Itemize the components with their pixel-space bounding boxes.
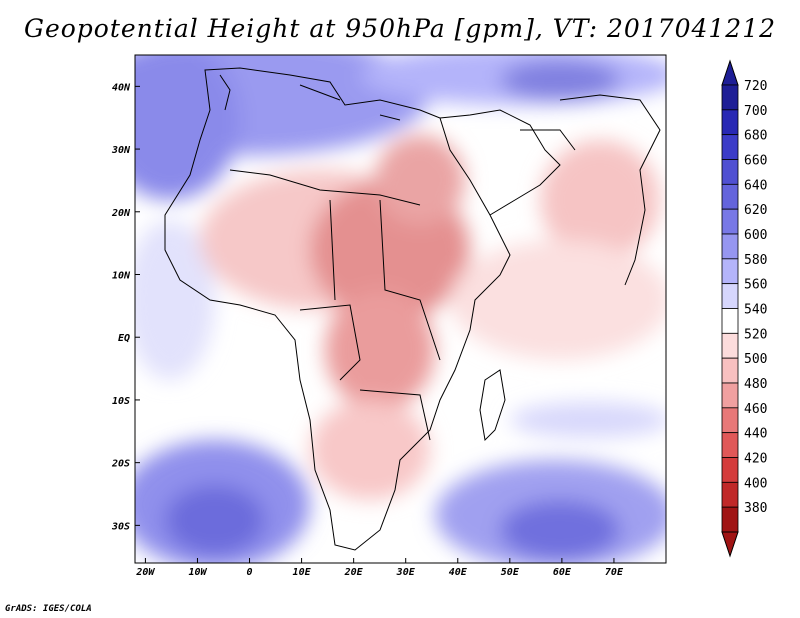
latitude-axis: 40N 30N 20N 10N EQ 10S 20S 30S (111, 82, 140, 532)
lon-tick-label: 20E (344, 567, 364, 578)
map-frame (134, 54, 667, 564)
lon-tick-label: 70E (605, 567, 624, 578)
colorbar-level-label: 640 (744, 178, 767, 193)
colorbar-swatch (721, 258, 739, 285)
colorbar-swatch (721, 332, 739, 359)
colorbar-level-label: 500 (744, 352, 767, 367)
colorbar-swatch (721, 283, 739, 309)
colorbar-top-arrow (721, 59, 739, 86)
lon-tick-label: 20W (135, 567, 155, 578)
lat-tick-label: 30S (111, 521, 130, 532)
lon-tick-label: 40E (449, 567, 468, 578)
lat-tick-label: 30N (111, 145, 131, 156)
lat-tick-label: 10S (112, 396, 130, 407)
colorbar-swatch (721, 506, 739, 533)
height-field (135, 55, 666, 563)
lon-tick-label: 0 (247, 567, 253, 578)
colorbar-swatch (721, 208, 739, 235)
colorbar-swatch (721, 481, 739, 508)
colorbar-level-label: 700 (744, 104, 767, 119)
colorbar-swatch (721, 134, 739, 160)
colorbar-swatch (721, 109, 739, 136)
colorbar-level-label: 440 (744, 427, 767, 442)
colorbar-swatch (721, 308, 739, 334)
colorbar-level-label: 380 (744, 501, 767, 516)
colorbar-swatch (721, 183, 739, 210)
longitude-axis: 20W 10W 0 10E 20E 30E 40E 50E 60E 70E (135, 558, 624, 578)
lon-tick-label: 60E (553, 567, 572, 578)
colorbar-level-label: 620 (744, 203, 767, 218)
coastlines (164, 67, 661, 551)
colorbar-swatch (721, 84, 739, 111)
colorbar-level-label: 680 (744, 129, 767, 144)
map-title: Geopotential Height at 950hPa [gpm], VT:… (23, 14, 777, 43)
colorbar-level-label: 580 (744, 253, 767, 268)
colorbar-level-label: 660 (744, 154, 767, 169)
colorbar-swatch (721, 159, 739, 185)
colorbar-level-label: 420 (744, 452, 767, 467)
colorbar-swatch (721, 432, 739, 458)
colorbar-level-label: 460 (744, 402, 767, 417)
lat-tick-label: 40N (112, 82, 131, 93)
colorbar-swatch (721, 407, 739, 434)
lon-tick-label: 10W (188, 567, 207, 578)
colorbar-bottom-arrow (721, 531, 739, 558)
lon-tick-label: 30E (396, 567, 416, 578)
lon-tick-label: 50E (501, 567, 520, 578)
colorbar-swatch (721, 457, 739, 483)
colorbar-level-label: 480 (744, 377, 767, 392)
colorbar-level-label: 720 (744, 79, 767, 94)
lon-tick-label: 10E (293, 567, 312, 578)
colorbar-swatch (721, 233, 739, 260)
colorbar-level-label: 600 (744, 228, 767, 243)
grads-credit: GrADS: IGES/COLA (5, 604, 92, 614)
lat-tick-label: 10N (112, 271, 131, 282)
lat-tick-label: 20S (111, 459, 130, 470)
colorbar-level-label: 560 (744, 278, 767, 293)
colorbar-swatch (721, 382, 739, 409)
lat-tick-label: 20N (111, 208, 131, 219)
colorbar-swatch (721, 357, 739, 384)
colorbar: 720 700 680 660 640 620 600 580 560 540 520 500 480 4… (721, 59, 767, 558)
colorbar-level-label: 400 (744, 476, 767, 491)
colorbar-level-label: 520 (744, 327, 767, 342)
lat-tick-label: EQ (118, 333, 130, 344)
colorbar-level-label: 540 (744, 303, 767, 318)
